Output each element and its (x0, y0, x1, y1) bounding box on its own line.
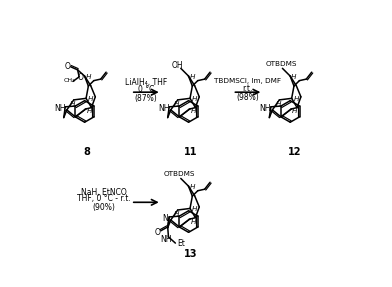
Text: H: H (88, 96, 93, 102)
Text: TBDMSCl, Im, DMF: TBDMSCl, Im, DMF (214, 78, 281, 84)
Text: H: H (192, 96, 198, 102)
Text: H: H (85, 74, 91, 80)
Text: H: H (190, 74, 195, 80)
Text: 11: 11 (184, 147, 198, 157)
Text: THF, 0 °C - r.t.: THF, 0 °C - r.t. (77, 194, 131, 203)
Text: H: H (192, 206, 198, 212)
Text: Et: Et (178, 239, 185, 248)
Text: O: O (155, 228, 161, 237)
Text: H: H (190, 184, 195, 190)
Text: 0 °C: 0 °C (138, 85, 154, 94)
Text: OH: OH (172, 61, 183, 70)
Text: r.t.: r.t. (243, 84, 253, 93)
Text: NH: NH (260, 104, 271, 113)
Text: (87%): (87%) (135, 94, 158, 103)
Text: 13: 13 (184, 249, 198, 259)
Text: H: H (174, 101, 180, 107)
Text: H: H (86, 108, 92, 115)
Text: H: H (174, 211, 180, 217)
Text: OTBDMS: OTBDMS (163, 171, 195, 177)
Text: H: H (276, 101, 281, 107)
Text: (90%): (90%) (93, 203, 115, 212)
Text: 8: 8 (83, 147, 91, 157)
Text: H: H (294, 96, 299, 102)
Text: NH: NH (54, 104, 65, 113)
Text: (98%): (98%) (236, 93, 259, 102)
Text: H: H (191, 218, 196, 224)
Text: H: H (191, 108, 196, 115)
Text: H: H (291, 74, 297, 80)
Text: N: N (163, 214, 168, 223)
Text: H: H (70, 101, 76, 107)
Text: OTBDMS: OTBDMS (265, 61, 297, 67)
Text: LiAlH₄, THF: LiAlH₄, THF (125, 78, 167, 88)
Text: O: O (65, 61, 71, 71)
Text: NH: NH (158, 104, 170, 113)
Text: NH: NH (160, 235, 172, 244)
Text: 12: 12 (288, 147, 301, 157)
Text: NaH, EtNCO: NaH, EtNCO (81, 188, 127, 197)
Text: O: O (78, 73, 83, 82)
Text: CH₃: CH₃ (64, 78, 75, 83)
Text: H: H (292, 108, 298, 115)
